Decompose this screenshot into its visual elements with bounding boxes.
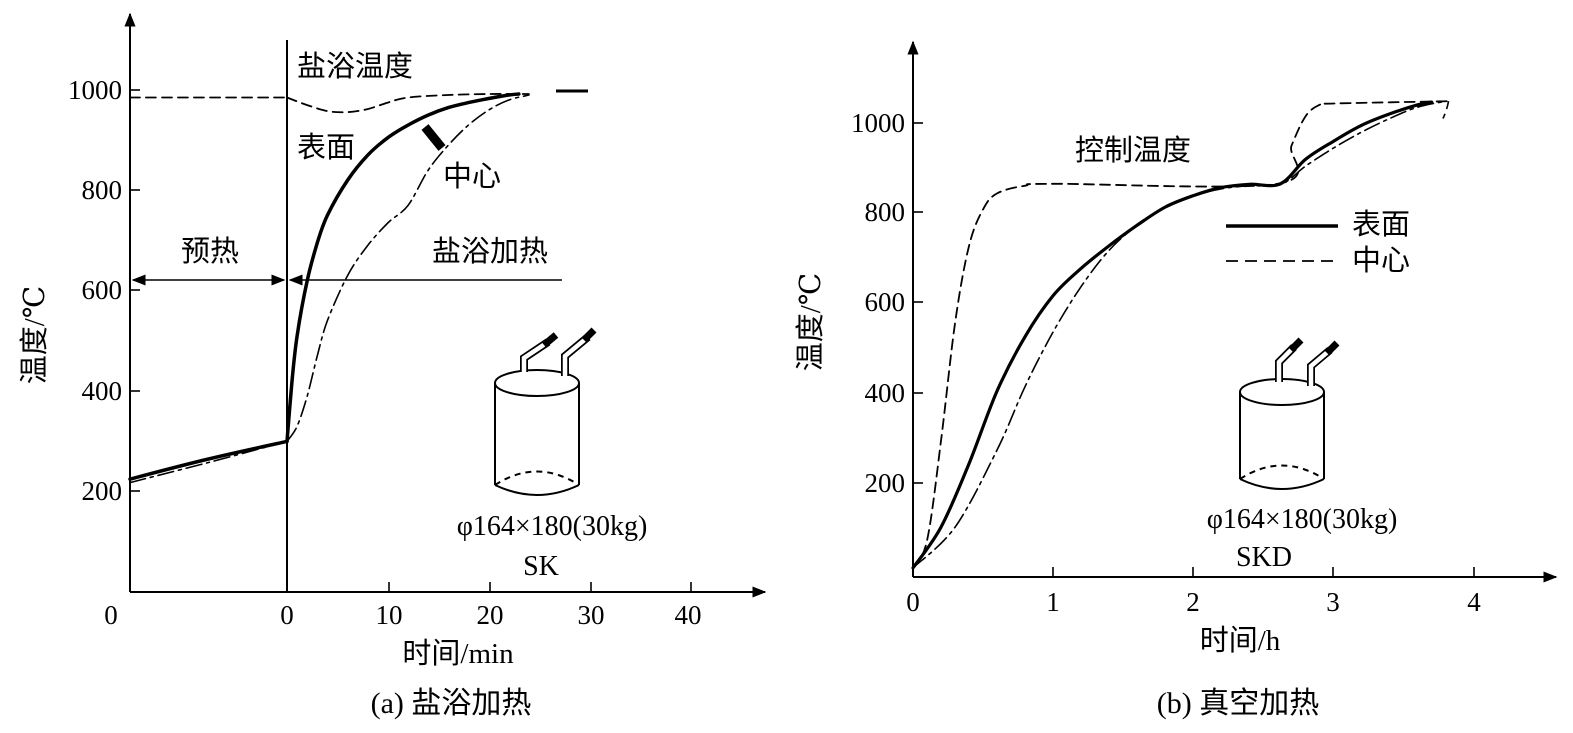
chart-b: 200 400 600 800 1000 0 1 2 3 4 时间/h (b) … (794, 40, 1558, 720)
chart-b-x-ticks (1052, 567, 1475, 577)
chart-b-x-tick-labels: 0 1 2 3 4 (906, 587, 1481, 617)
chart-a-series (128, 92, 530, 484)
chart-a-y-tick-label: 400 (82, 376, 123, 406)
chart-a-y-tick-label: 200 (82, 476, 123, 506)
chart-b-y-tick-label: 400 (865, 378, 906, 408)
chart-b-x-tick-label: 2 (1186, 587, 1200, 617)
chart-b-x-tick-label: 1 (1046, 587, 1060, 617)
chart-a-y-ticks (130, 89, 140, 492)
legend-center-label: 中心 (1352, 244, 1410, 277)
chart-b-x-tick-label: 3 (1326, 587, 1340, 617)
chart-a-caption: (a) 盐浴加热 (371, 687, 532, 720)
chart-a-y-tick-label: 1000 (68, 75, 122, 105)
chart-b-y-tick-labels: 200 400 600 800 1000 (851, 108, 905, 498)
chart-a-center-label: 中心 (443, 160, 501, 193)
chart-a-specimen-icon (494, 327, 597, 496)
chart-a-preheat-label: 预热 (181, 235, 239, 268)
chart-b-control-temp-label: 控制温度 (1075, 134, 1191, 167)
chart-b-y-axis-label: 温度/℃ (794, 273, 827, 372)
chart-b-axes (907, 40, 1558, 583)
chart-b-y-tick-label: 200 (865, 468, 906, 498)
chart-b-control-tail (1442, 101, 1450, 119)
chart-b-surface-line (911, 100, 1434, 570)
chart-b-specimen-size: φ164×180(30kg) (1207, 504, 1398, 535)
chart-b-legend: 表面 中心 (1226, 208, 1410, 277)
chart-b-y-tick-label: 800 (865, 197, 906, 227)
chart-b-control-line (912, 100, 1450, 569)
chart-b-series (911, 100, 1450, 570)
chart-a-x-tick-label: 30 (578, 600, 605, 630)
chart-a-x-tick-labels: 0 0 10 20 30 40 (104, 600, 701, 630)
chart-a-y-tick-label: 800 (82, 175, 123, 205)
chart-a-salt-bath-label: 盐浴加热 (432, 235, 548, 268)
chart-a-x-tick-label: 0 (280, 600, 294, 630)
chart-a-y-tick-labels: 200 400 600 800 1000 (68, 75, 122, 506)
chart-a-specimen-grade: SK (523, 551, 559, 582)
chart-a-y-tick-label: 600 (82, 275, 123, 305)
chart-a-center-preheat-line (129, 440, 288, 484)
chart-a-y-axis-label: 温度/℃ (18, 286, 51, 385)
chart-a-center-pointer (421, 124, 446, 151)
chart-a-x-ticks (388, 582, 692, 592)
chart-b-y-tick-label: 1000 (851, 108, 905, 138)
chart-b-x-tick-label: 4 (1467, 587, 1481, 617)
chart-b-caption: (b) 真空加热 (1157, 687, 1319, 720)
chart-a-bath-temp-label: 盐浴温度 (297, 50, 413, 83)
chart-a-surface-line (285, 92, 521, 444)
chart-b-y-tick-label: 600 (865, 287, 906, 317)
chart-a-x-tick-label: 10 (376, 600, 403, 630)
chart-a-axes (124, 12, 767, 598)
chart-b-x-axis-label: 时间/h (1200, 624, 1281, 657)
chart-b-center-line (912, 100, 1447, 569)
chart-b-y-ticks (913, 122, 923, 484)
chart-a-x-tick-label: 20 (477, 600, 504, 630)
chart-b-specimen-icon (1239, 337, 1340, 490)
chart-a-x-tick-label: 0 (104, 600, 118, 630)
chart-a: 200 400 600 800 1000 0 0 10 20 30 40 时间/… (18, 12, 767, 720)
chart-a-x-tick-label: 40 (675, 600, 702, 630)
chart-a-bath-line (286, 93, 530, 114)
chart-a-x-axis-label: 时间/min (402, 637, 514, 670)
chart-b-x-tick-label: 0 (906, 587, 920, 617)
chart-b-specimen-grade: SKD (1236, 542, 1292, 573)
chart-a-center-line (286, 94, 530, 443)
chart-a-surface-label: 表面 (297, 131, 355, 164)
legend-surface-label: 表面 (1352, 208, 1410, 241)
chart-a-specimen-size: φ164×180(30kg) (457, 511, 648, 542)
chart-a-surface-preheat-line (128, 439, 289, 481)
